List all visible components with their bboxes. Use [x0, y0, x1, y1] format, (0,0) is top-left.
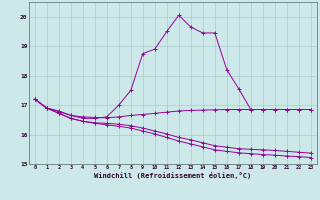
X-axis label: Windchill (Refroidissement éolien,°C): Windchill (Refroidissement éolien,°C) — [94, 172, 252, 179]
